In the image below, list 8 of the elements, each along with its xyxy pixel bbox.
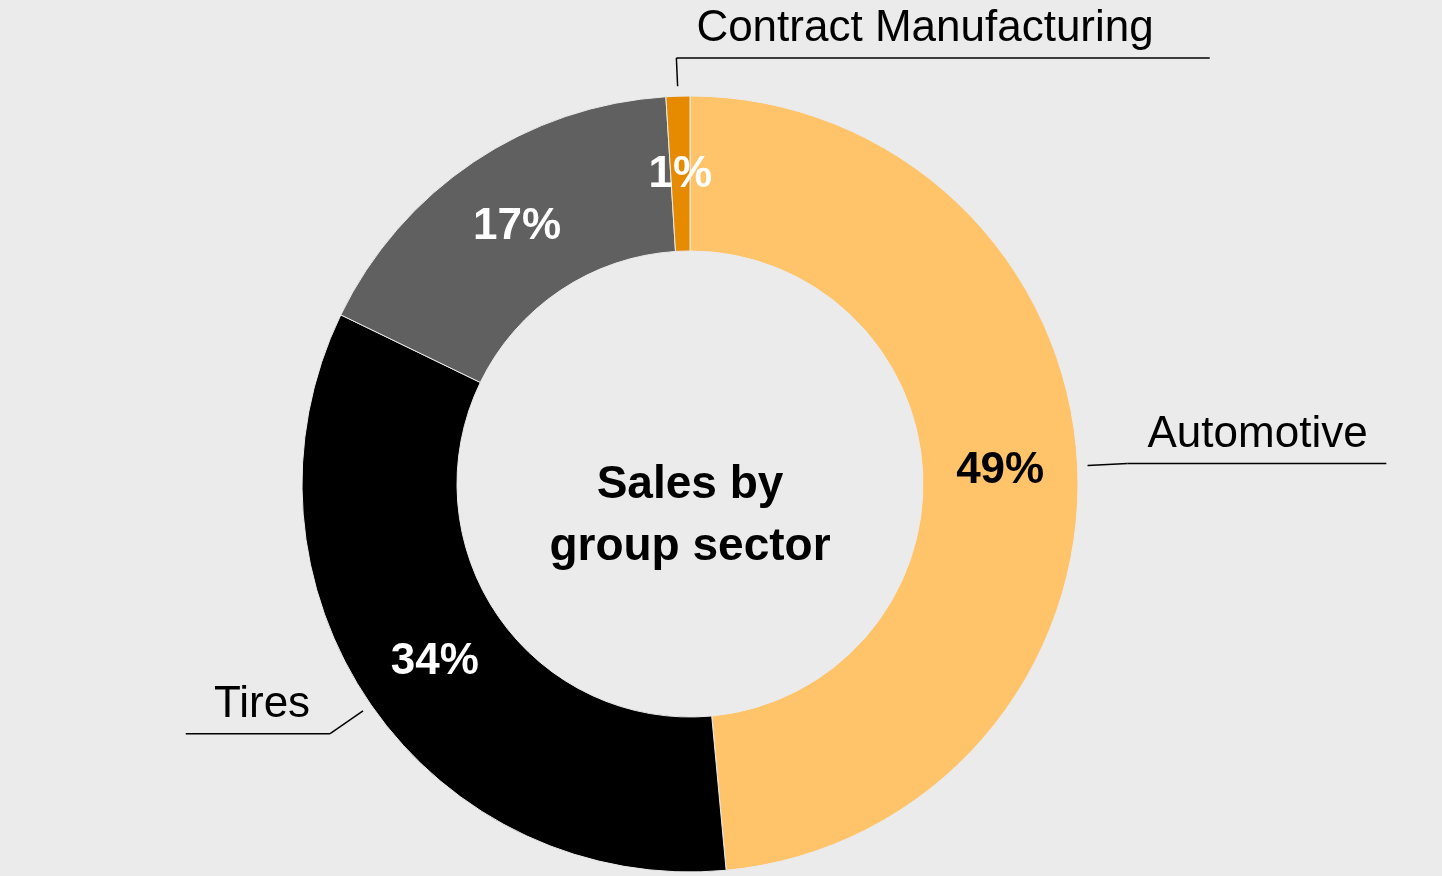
slice-label: Automotive: [1147, 406, 1368, 456]
text: Sales by group sector: [549, 456, 831, 570]
data-label: 1%: [648, 146, 713, 196]
data-label: 49%: [956, 442, 1045, 492]
data-label: 17%: [472, 199, 562, 249]
data-label: 34%: [390, 633, 479, 683]
slice-label: Contract Manufacturing: [696, 1, 1154, 50]
slice-label: Tires: [213, 676, 311, 726]
